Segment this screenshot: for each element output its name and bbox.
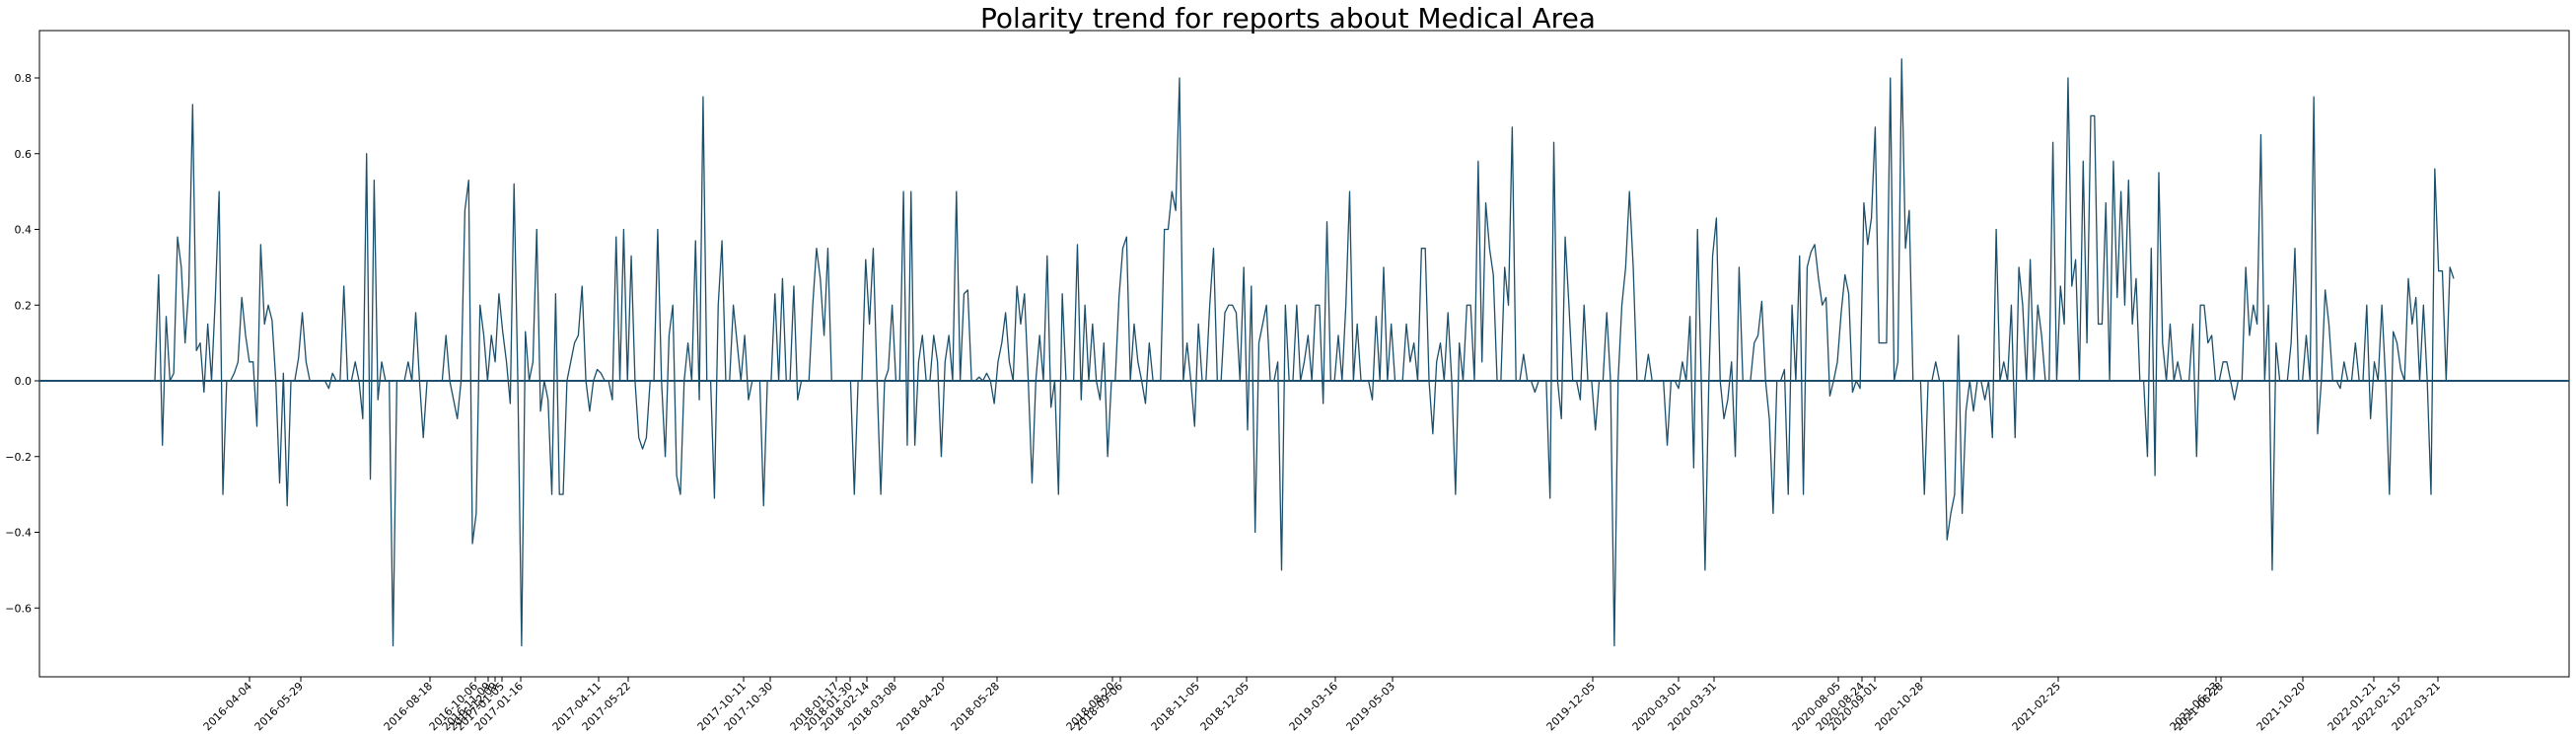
x-tick-label: 2016-05-29 [252, 680, 306, 733]
x-tick-label: 2021-02-25 [2010, 680, 2063, 733]
y-tick-label: −0.6 [5, 602, 32, 615]
x-tick-label: 2021-10-20 [2254, 680, 2308, 733]
y-tick-label: 0.8 [15, 72, 33, 85]
y-tick-label: 0.6 [15, 148, 33, 161]
x-tick-label: 2019-03-16 [1287, 680, 1340, 733]
y-tick-label: 0.0 [15, 375, 33, 388]
x-tick-label: 2016-04-04 [201, 680, 254, 733]
y-tick-label: −0.2 [5, 451, 32, 464]
x-tick-label: 2019-12-05 [1544, 680, 1598, 733]
x-tick-label: 2018-04-20 [894, 680, 948, 733]
y-tick-label: −0.4 [5, 527, 32, 540]
x-tick-label: 2019-05-03 [1344, 680, 1397, 733]
y-tick-label: 0.2 [15, 299, 33, 312]
x-tick-label: 2018-09-06 [1072, 680, 1125, 733]
y-tick-label: 0.4 [15, 224, 33, 237]
x-tick-label: 2018-11-05 [1149, 680, 1202, 733]
plot-frame [38, 30, 2570, 678]
x-tick-label: 2021-06-28 [2173, 680, 2226, 733]
chart-title: Polarity trend for reports about Medical… [980, 2, 1596, 35]
x-tick-label: 2018-12-05 [1198, 680, 1252, 733]
x-tick-label: 2020-10-28 [1873, 680, 1926, 733]
series-line [154, 58, 2455, 647]
x-tick-label: 2018-05-28 [949, 680, 1002, 733]
plot-area [39, 58, 2569, 647]
